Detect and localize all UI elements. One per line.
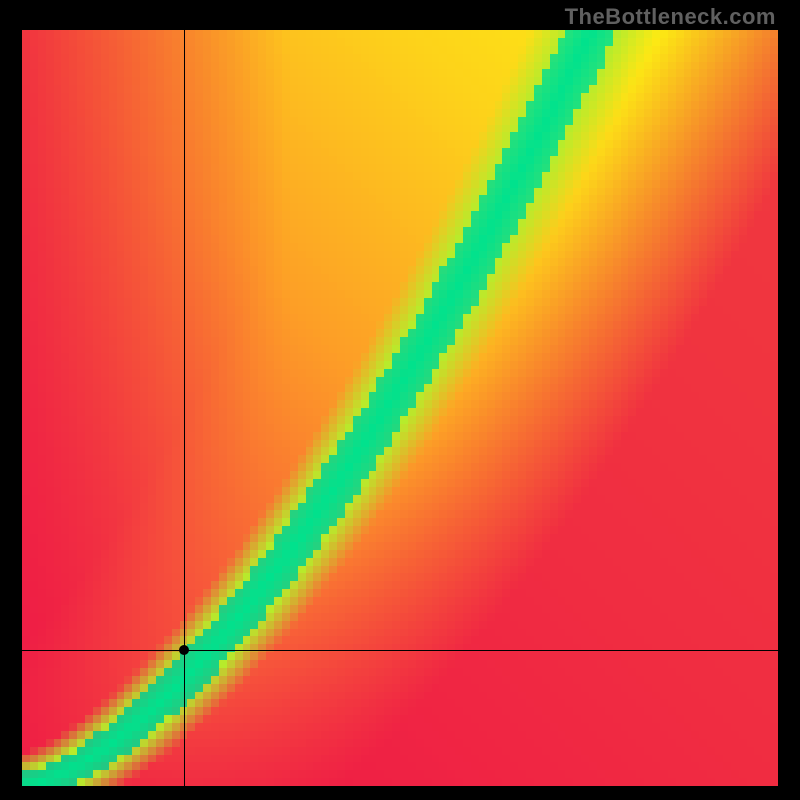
crosshair-marker [179,645,189,655]
crosshair-horizontal [22,650,778,651]
crosshair-vertical [184,30,185,786]
heatmap-canvas [22,30,778,786]
plot-area [22,30,778,786]
chart-frame: TheBottleneck.com [0,0,800,800]
watermark-text: TheBottleneck.com [565,4,776,30]
